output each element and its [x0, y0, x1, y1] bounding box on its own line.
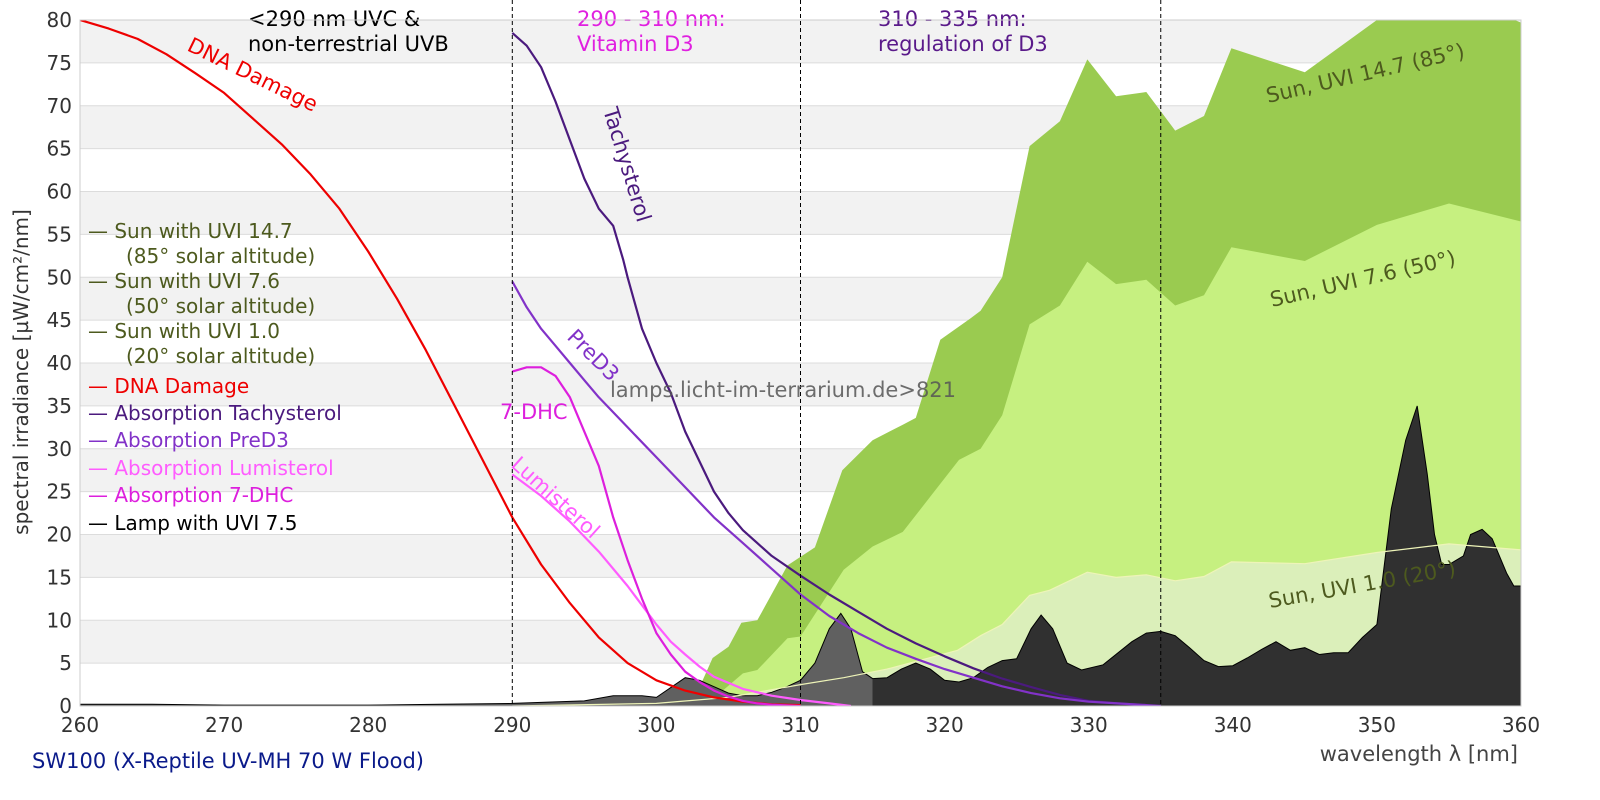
curve-pred3	[511, 280, 1161, 706]
x-tick-label: 300	[637, 713, 675, 737]
legend-sun-85-sub: (85° solar altitude)	[126, 244, 315, 268]
lamp-area	[872, 405, 1521, 706]
legend: — Sun with UVI 14.7 (85° solar altitude)…	[88, 219, 342, 535]
legend-7dhc: — Absorption 7-DHC	[88, 483, 293, 507]
x-tick-label: 320	[926, 713, 964, 737]
y-tick-label: 0	[59, 694, 72, 718]
y-tick-label: 55	[47, 222, 72, 246]
x-tick-label: 350	[1358, 713, 1396, 737]
y-tick-label: 30	[47, 437, 72, 461]
plot-frame	[79, 19, 1522, 707]
y-tick-label: 50	[47, 265, 72, 289]
y-tick-label: 15	[47, 565, 72, 589]
y-tick-label: 25	[47, 480, 72, 504]
grid-band	[80, 20, 1521, 63]
footer-lamp-name: SW100 (X-Reptile UV-MH 70 W Flood)	[32, 749, 424, 773]
legend-dna: — DNA Damage	[88, 374, 249, 398]
legend-sun-50: — Sun with UVI 7.6	[88, 269, 280, 293]
y-tick-label: 75	[47, 51, 72, 75]
region-vitd3-label-2: Vitamin D3	[577, 32, 694, 56]
legend-lamp: — Lamp with UVI 7.5	[88, 511, 297, 535]
curve-lumisterol	[511, 473, 852, 706]
legend-sun-85: — Sun with UVI 14.7	[88, 219, 293, 243]
absorption-curves	[80, 20, 1161, 706]
x-tick-label: 270	[205, 713, 243, 737]
legend-pred3: — Absorption PreD3	[88, 428, 289, 452]
y-tick-label: 20	[47, 523, 72, 547]
x-tick-label: 310	[781, 713, 819, 737]
region-vitd3-label-1: 290 - 310 nm:	[577, 7, 726, 31]
legend-sun-20-sub: (20° solar altitude)	[126, 344, 315, 368]
curve-tachysterol	[511, 32, 1147, 706]
x-axis-label: wavelength λ [nm]	[1320, 742, 1518, 766]
y-tick-label: 70	[47, 94, 72, 118]
region-uvc-label-2: non-terrestrial UVB	[248, 32, 449, 56]
region-uvc-label-1: <290 nm UVC &	[248, 7, 420, 31]
spectrum-areas	[80, 20, 1521, 706]
legend-tachysterol: — Absorption Tachysterol	[88, 401, 342, 425]
y-tick-label: 5	[59, 651, 72, 675]
curve-7-dhc	[511, 366, 801, 706]
legend-lumisterol: — Absorption Lumisterol	[88, 456, 334, 480]
curve-dna-damage	[80, 20, 801, 706]
region-annotations: <290 nm UVC & non-terrestrial UVB 290 - …	[248, 7, 1048, 56]
y-tick-label: 60	[47, 180, 72, 204]
y-tick-label: 35	[47, 394, 72, 418]
x-tick-label: 360	[1502, 713, 1540, 737]
x-tick-label: 330	[1070, 713, 1108, 737]
legend-sun-20: — Sun with UVI 1.0	[88, 319, 280, 343]
y-tick-label: 45	[47, 308, 72, 332]
watermark: lamps.licht-im-terrarium.de>821	[610, 378, 956, 402]
x-tick-label: 260	[61, 713, 99, 737]
legend-sun-50-sub: (50° solar altitude)	[126, 294, 315, 318]
region-lines	[511, 0, 1162, 706]
axis-ticks: 0 5 10 15 20 25 30 35 40 45 50 55 60 65 70 75 80 260 270 28…	[47, 8, 1541, 737]
y-tick-label: 10	[47, 608, 72, 632]
y-tick-label: 65	[47, 137, 72, 161]
y-tick-label: 80	[47, 8, 72, 32]
lamp-area-uvb	[80, 612, 873, 706]
sun-uvi-1-0-outline	[512, 543, 1521, 706]
x-tick-label: 280	[349, 713, 387, 737]
x-tick-label: 290	[493, 713, 531, 737]
y-axis-label: spectral irradiance [µW/cm²/nm]	[9, 209, 33, 535]
y-tick-label: 40	[47, 351, 72, 375]
region-regulation-label-2: regulation of D3	[878, 32, 1048, 56]
x-tick-label: 340	[1214, 713, 1252, 737]
label-7dhc: 7-DHC	[500, 400, 568, 424]
region-regulation-label-1: 310 - 335 nm:	[878, 7, 1027, 31]
